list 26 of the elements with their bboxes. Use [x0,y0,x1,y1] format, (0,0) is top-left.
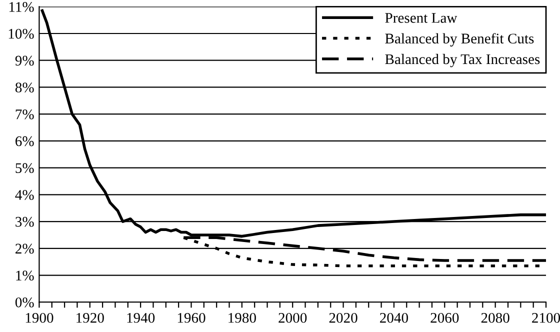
y-tick-label: 10% [8,28,34,39]
y-tick-label: 6% [16,136,34,146]
x-tick-label: 2100 [532,312,560,323]
x-tick-label: 2000 [278,312,307,323]
x-tick-label: 2040 [380,312,408,323]
x-tick-label: 2080 [481,312,510,323]
x-tick-label: 1980 [228,312,256,323]
y-tick-label: 1% [16,270,34,281]
x-tick-label: 1900 [26,312,54,323]
y-tick-label: 4% [15,190,34,200]
x-tick-label: 2060 [430,312,459,323]
y-tick-label: 3% [16,216,34,227]
y-tick-label: 7% [16,109,34,120]
x-tick-label: 1920 [76,312,104,323]
x-tick-label: 1940 [127,312,155,323]
y-tick-label: 8% [15,82,34,92]
y-tick-label: 9% [15,56,34,66]
y-tick-label: 0% [15,297,34,308]
x-tick-label: 2020 [329,312,358,323]
legend-label: Present Law [385,13,458,23]
legend-label: Balanced by Tax Increases [385,54,540,68]
x-tick-label: 1960 [178,312,206,323]
y-tick-label: 2% [16,244,34,254]
y-tick-label: 11% [9,2,34,12]
y-tick-label: 5% [16,163,34,174]
legend-label: Balanced by Benefit Cuts [385,33,534,46]
